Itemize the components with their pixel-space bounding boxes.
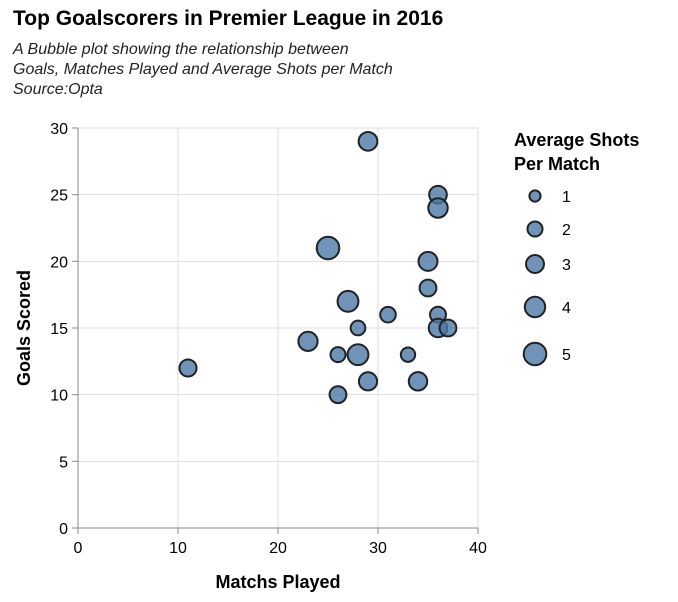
bubble-point xyxy=(399,346,417,363)
y-tick-label: 10 xyxy=(50,388,68,405)
subtitle-line-1: A Bubble plot showing the relationship b… xyxy=(13,41,349,58)
chart-title: Top Goalscorers in Premier League in 201… xyxy=(13,7,444,30)
bubble-point xyxy=(438,318,458,338)
legend-label: 1 xyxy=(562,189,571,206)
x-tick-label: 30 xyxy=(369,540,387,557)
bubble-point xyxy=(315,235,341,261)
bubble-point xyxy=(336,289,360,313)
legend-title-line-2: Per Match xyxy=(514,154,600,174)
bubble-point xyxy=(379,305,397,324)
bubble-point xyxy=(407,371,429,392)
bubble-point xyxy=(349,319,367,337)
bubble-point xyxy=(417,250,439,272)
grid xyxy=(77,127,479,529)
legend-label: 5 xyxy=(562,347,571,364)
y-tick-label: 25 xyxy=(50,188,68,205)
y-tick-label: 30 xyxy=(50,121,68,138)
y-tick-label: 5 xyxy=(59,454,68,471)
y-tick-label: 0 xyxy=(59,521,68,538)
y-axis-title: Goals Scored xyxy=(14,270,34,386)
data-points xyxy=(178,130,458,405)
y-tick-label: 20 xyxy=(50,254,68,271)
legend-symbol xyxy=(525,254,545,274)
legend: Average Shots Per Match 1 2 3 4 5 xyxy=(514,130,639,367)
x-axis-ticks: 0 10 20 30 40 xyxy=(74,528,487,557)
bubble-point xyxy=(357,371,379,392)
legend-symbol xyxy=(522,341,548,367)
bubble-point xyxy=(346,343,370,367)
subtitle-line-3: Source:Opta xyxy=(13,81,103,98)
chart-subtitle: A Bubble plot showing the relationship b… xyxy=(13,40,393,100)
bubble-point xyxy=(297,330,319,352)
legend-label: 2 xyxy=(562,222,571,239)
legend-symbol xyxy=(526,220,544,238)
bubble-point xyxy=(418,278,438,298)
x-axis-title: Matchs Played xyxy=(215,572,340,592)
legend-label: 4 xyxy=(562,300,571,317)
legend-items: 1 2 3 4 5 xyxy=(522,189,571,367)
y-axis-ticks: 0 5 10 15 20 25 30 xyxy=(50,121,78,538)
legend-title-line-1: Average Shots xyxy=(514,130,639,150)
bubble-point xyxy=(357,130,379,152)
x-tick-label: 20 xyxy=(269,540,287,557)
legend-label: 3 xyxy=(562,257,571,274)
bubble-point xyxy=(427,197,449,219)
legend-symbol xyxy=(523,295,547,319)
x-tick-label: 40 xyxy=(469,540,487,557)
bubble-point xyxy=(178,358,198,378)
y-tick-label: 15 xyxy=(50,321,68,338)
legend-symbol xyxy=(528,189,542,203)
bubble-point xyxy=(328,385,348,405)
x-tick-label: 10 xyxy=(169,540,187,557)
bubble-point xyxy=(329,346,347,364)
x-tick-label: 0 xyxy=(74,540,83,557)
subtitle-line-2: Goals, Matches Played and Average Shots … xyxy=(13,61,393,78)
